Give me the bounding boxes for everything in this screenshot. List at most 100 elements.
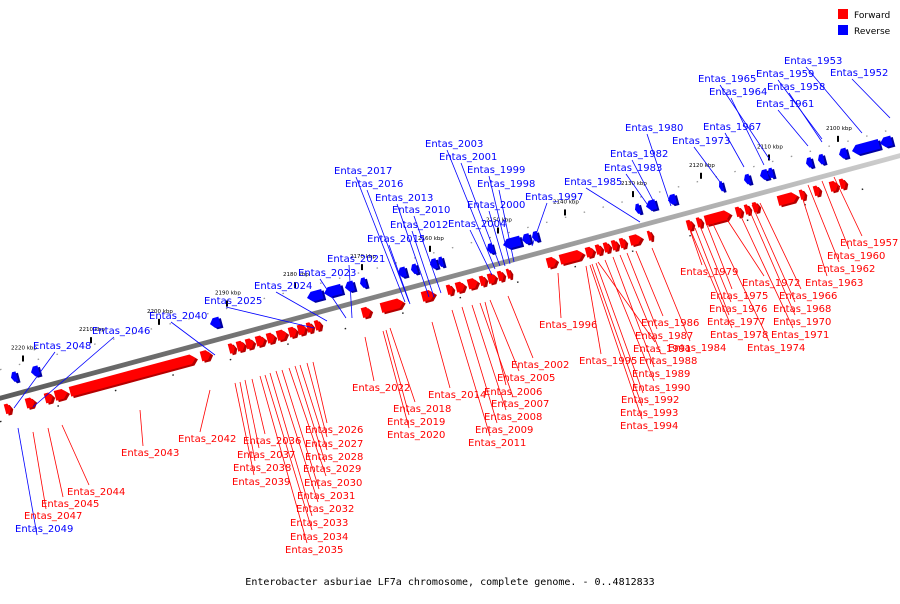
leader-Entas_2016 <box>366 189 410 303</box>
gene-body <box>454 281 465 293</box>
gene-body <box>806 157 814 168</box>
leader-Entas_2019 <box>385 329 410 416</box>
reverse-gene-label-Entas_2040: Entas_2040 <box>149 311 207 322</box>
gene-glyph-r21 <box>768 167 777 180</box>
reverse-gene-label-Entas_1961: Entas_1961 <box>756 99 814 110</box>
gene-glyph-f15 <box>313 320 324 333</box>
reverse-gene-label-Entas_1953: Entas_1953 <box>784 56 842 67</box>
gene-glyph-f31 <box>610 239 621 252</box>
gene-glyph-f41 <box>776 192 800 208</box>
leader-Entas_2034 <box>264 374 313 531</box>
leader-Entas_1971 <box>737 209 794 329</box>
reverse-gene-label-Entas_1980: Entas_1980 <box>625 123 683 134</box>
reverse-gene-label-Entas_1958: Entas_1958 <box>767 82 825 93</box>
tick-label: 2160 kbp <box>418 236 444 242</box>
leader-Entas_2040 <box>170 321 216 356</box>
leader-Entas_2035 <box>259 375 308 544</box>
gene-body <box>828 180 838 192</box>
gene-body <box>31 365 41 377</box>
gene-body <box>305 322 313 333</box>
gene-body <box>545 256 557 269</box>
leader-Entas_2038 <box>239 381 256 462</box>
gene-body <box>420 290 435 302</box>
leader-Entas_2049 <box>17 427 38 536</box>
leader-Entas_1988 <box>619 254 662 355</box>
leader-Entas_2000 <box>488 210 506 267</box>
leader-Entas_2015 <box>388 244 411 305</box>
leader-Entas_1992 <box>595 262 644 394</box>
gene-glyph-f34 <box>646 230 655 243</box>
gene-glyph-r25 <box>852 138 883 157</box>
gene-glyph-f24 <box>496 270 507 283</box>
gene-body <box>227 343 235 354</box>
reverse-gene-label-Entas_1998: Entas_1998 <box>477 179 535 190</box>
gene-glyph-f27 <box>558 250 586 267</box>
forward-gene-label-Entas_2026: Entas_2026 <box>305 425 363 436</box>
leader-Entas_2032 <box>275 370 319 503</box>
forward-gene-label-Entas_1986: Entas_1986 <box>641 318 699 329</box>
reverse-gene-label-Entas_1959: Entas_1959 <box>756 69 814 80</box>
tick-label: 2210 kbp <box>79 327 105 333</box>
gene-body <box>487 243 495 254</box>
forward-gene-label-Entas_1978: Entas_1978 <box>710 330 768 341</box>
reverse-gene-label-Entas_1982: Entas_1982 <box>610 149 668 160</box>
reverse-gene-label-Entas_2012: Entas_2012 <box>390 220 448 231</box>
reverse-gene-label-Entas_1997: Entas_1997 <box>525 192 583 203</box>
forward-gene-label-Entas_1975: Entas_1975 <box>710 291 768 302</box>
leader-Entas_2009 <box>461 306 498 424</box>
gene-body <box>210 316 221 328</box>
gene-glyph-f19 <box>445 284 456 297</box>
reverse-gene-label-Entas_2023: Entas_2023 <box>298 268 356 279</box>
reverse-gene-label-Entas_2049: Entas_2049 <box>15 524 73 535</box>
forward-gene-label-Entas_1974: Entas_1974 <box>747 343 805 354</box>
gene-body <box>594 244 602 255</box>
leader-Entas_2031 <box>281 369 320 490</box>
leader-Entas_2008 <box>471 304 507 411</box>
leader-Entas_1965 <box>719 84 771 161</box>
gene-body <box>3 403 11 415</box>
leader-Entas_1977 <box>694 227 730 316</box>
forward-gene-label-Entas_1972: Entas_1972 <box>742 278 800 289</box>
forward-gene-label-Entas_1957: Entas_1957 <box>840 238 898 249</box>
forward-gene-label-Entas_2031: Entas_2031 <box>297 491 355 502</box>
forward-gene-label-Entas_2034: Entas_2034 <box>290 532 348 543</box>
gene-glyph-f16 <box>360 306 374 320</box>
forward-gene-label-Entas_2032: Entas_2032 <box>296 504 354 515</box>
gene-glyph-f14 <box>305 322 316 335</box>
tick-label: 2110 kbp <box>757 144 783 150</box>
gene-body <box>776 192 798 206</box>
gene-body <box>313 320 321 331</box>
gene-glyph-r3 <box>307 288 327 303</box>
forward-gene-label-Entas_1960: Entas_1960 <box>827 251 885 262</box>
gene-body <box>11 371 19 382</box>
leader-Entas_2044 <box>61 424 90 486</box>
gene-glyph-f43 <box>812 185 823 198</box>
reverse-gene-label-Entas_2016: Entas_2016 <box>345 179 403 190</box>
gene-body <box>445 284 453 296</box>
forward-gene-label-Entas_2029: Entas_2029 <box>303 464 361 475</box>
gene-glyph-r22 <box>806 157 816 170</box>
tick-label: 2200 kbp <box>147 309 173 315</box>
leader-Entas_1976 <box>699 225 732 303</box>
leader-Entas_1995 <box>585 265 602 355</box>
gene-body <box>53 388 68 401</box>
tick-label: 2180 kbp <box>283 272 309 278</box>
forward-gene-label-Entas_1962: Entas_1962 <box>817 264 875 275</box>
gene-body <box>628 234 642 246</box>
gene-glyph-r10 <box>438 256 447 269</box>
legend-reverse-label: Reverse <box>854 27 891 37</box>
leader-Entas_1985 <box>585 187 641 223</box>
gene-body <box>379 298 404 313</box>
gene-glyph-r0 <box>11 371 21 384</box>
leader-Entas_2003 <box>446 149 496 270</box>
leader-Entas_2036 <box>251 378 266 435</box>
leader-Entas_1996 <box>557 272 562 319</box>
gene-body <box>430 258 439 269</box>
gene-body <box>496 270 504 282</box>
reverse-gene-label-Entas_2024: Entas_2024 <box>254 281 312 292</box>
leader-Entas_1978 <box>689 228 733 329</box>
forward-gene-label-Entas_2045: Entas_2045 <box>41 499 99 510</box>
forward-gene-label-Entas_2035: Entas_2035 <box>285 545 343 556</box>
gene-body <box>360 306 371 318</box>
forward-gene-label-Entas_2020: Entas_2020 <box>387 430 445 441</box>
